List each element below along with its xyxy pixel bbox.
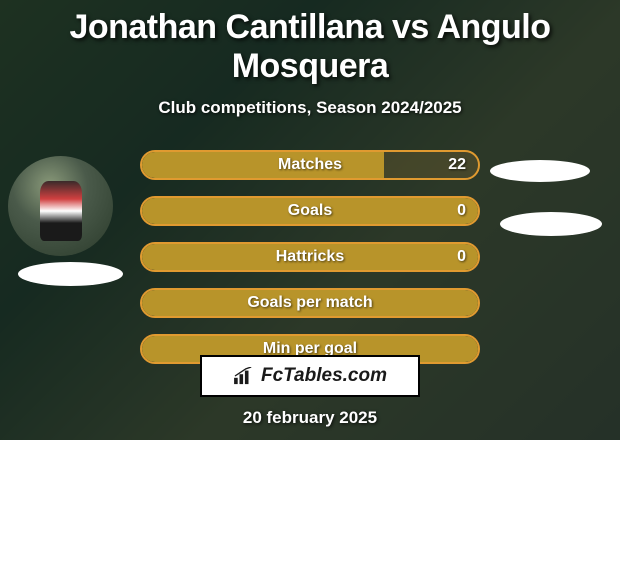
- stat-rows: Matches22Goals0Hattricks0Goals per match…: [140, 150, 480, 380]
- stat-bar: Goals0: [140, 196, 480, 226]
- stat-label: Goals per match: [142, 294, 478, 312]
- brand-box[interactable]: FcTables.com: [200, 355, 420, 397]
- comparison-area: Matches22Goals0Hattricks0Goals per match…: [0, 146, 620, 386]
- stat-value: 0: [457, 248, 466, 266]
- stat-label: Hattricks: [142, 248, 478, 266]
- stat-value: 22: [448, 156, 466, 174]
- stat-bar: Matches22: [140, 150, 480, 180]
- player-left-avatar: [8, 156, 113, 256]
- player-right-name-pill-1: [490, 160, 590, 182]
- stat-bar: Goals per match: [140, 288, 480, 318]
- stat-bar: Hattricks0: [140, 242, 480, 272]
- chart-icon: [233, 367, 255, 385]
- stat-value: 0: [457, 202, 466, 220]
- date-text: 20 february 2025: [0, 408, 620, 428]
- page-title: Jonathan Cantillana vs Angulo Mosquera: [0, 0, 620, 86]
- player-right-name-pill-2: [500, 212, 602, 236]
- brand-text: FcTables.com: [261, 365, 387, 387]
- page-subtitle: Club competitions, Season 2024/2025: [0, 98, 620, 118]
- stat-label: Matches: [142, 156, 478, 174]
- player-left-name-pill: [18, 262, 123, 286]
- stat-label: Goals: [142, 202, 478, 220]
- content-wrapper: Jonathan Cantillana vs Angulo Mosquera C…: [0, 0, 620, 386]
